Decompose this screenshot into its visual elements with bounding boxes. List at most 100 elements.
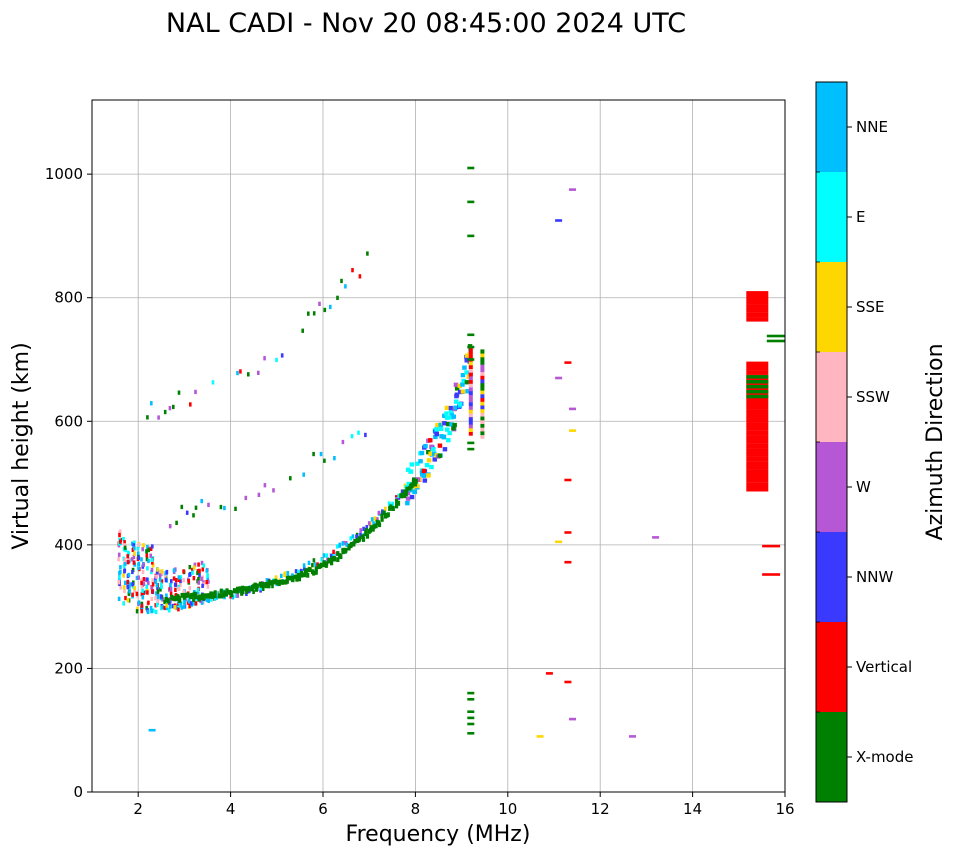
echo-point — [234, 593, 238, 598]
echo-point — [322, 553, 326, 558]
echo-point — [399, 493, 403, 499]
echo-point — [136, 551, 140, 556]
echo-point — [468, 398, 473, 403]
echo-point — [460, 382, 465, 387]
echo-point — [480, 408, 485, 413]
echo-point — [150, 596, 154, 601]
colorbar-segment — [816, 532, 847, 622]
echo-point — [629, 735, 636, 738]
echo-point — [746, 435, 769, 440]
echo-point — [149, 553, 152, 558]
echo-point — [294, 569, 298, 574]
echo-point — [219, 593, 224, 599]
echo-point — [415, 477, 421, 482]
echo-point — [155, 602, 159, 608]
echo-point — [333, 456, 336, 461]
echo-point — [155, 583, 159, 588]
echo-point — [449, 412, 454, 417]
echo-point — [174, 587, 177, 592]
echo-point — [746, 384, 769, 389]
echo-point — [232, 588, 237, 593]
echo-point — [413, 481, 418, 487]
echo-point — [357, 430, 360, 435]
echo-point — [396, 500, 400, 506]
echo-point — [468, 364, 473, 369]
echo-point — [179, 578, 182, 584]
echo-point — [145, 577, 149, 582]
y-axis-label: Virtual height (km) — [9, 342, 34, 549]
echo-point — [236, 593, 239, 598]
echo-point — [746, 409, 769, 414]
echo-point — [388, 506, 392, 511]
echo-point — [391, 506, 395, 511]
echo-point — [746, 465, 769, 470]
echo-point — [223, 505, 226, 511]
echo-point — [141, 588, 144, 593]
echo-point — [545, 672, 553, 675]
echo-point — [132, 543, 135, 548]
echo-point — [299, 571, 304, 576]
echo-point — [151, 582, 155, 587]
echo-point — [424, 463, 430, 468]
echo-point — [160, 569, 164, 574]
echo-point — [297, 576, 301, 582]
echo-point — [480, 412, 485, 417]
echo-point — [124, 595, 127, 601]
echo-point — [324, 563, 328, 568]
echo-point — [448, 409, 454, 414]
echo-point — [365, 533, 370, 539]
echo-point — [197, 562, 200, 567]
echo-point — [146, 415, 149, 420]
echo-point — [569, 717, 576, 721]
echo-point — [154, 603, 157, 608]
echo-point — [380, 517, 384, 522]
echo-point — [150, 401, 153, 406]
echo-point — [330, 556, 334, 562]
echo-point — [464, 380, 470, 385]
echo-point — [468, 390, 473, 395]
echo-point — [189, 601, 193, 606]
echo-point — [468, 375, 473, 381]
echo-point — [254, 587, 259, 592]
echo-point — [191, 567, 194, 573]
echo-point — [467, 691, 475, 695]
echo-point — [168, 596, 172, 602]
echo-point — [454, 386, 460, 391]
echo-point — [347, 545, 351, 551]
colorbar-label: E — [856, 208, 865, 226]
axes-frame — [91, 99, 786, 793]
echo-point — [137, 555, 141, 560]
echo-point — [117, 552, 121, 557]
echo-point — [219, 588, 223, 594]
echo-point — [280, 353, 284, 358]
echo-point — [446, 422, 451, 427]
echo-point — [305, 568, 309, 573]
echo-point — [341, 549, 345, 555]
echo-point — [323, 307, 327, 313]
echo-point — [349, 536, 352, 541]
echo-point — [168, 604, 172, 609]
echo-point — [746, 394, 769, 399]
echo-point — [433, 434, 438, 440]
echo-point — [150, 567, 154, 573]
echo-point — [182, 589, 186, 594]
colorbar-label: Vertical — [856, 658, 912, 676]
echo-point — [746, 426, 769, 431]
echo-point — [117, 596, 121, 601]
echo-point — [118, 575, 121, 580]
echo-point — [444, 411, 449, 416]
echo-point — [422, 478, 428, 483]
echo-point — [259, 588, 262, 593]
echo-point — [569, 429, 576, 432]
echo-point — [211, 380, 215, 385]
echo-point — [165, 603, 168, 608]
echo-point — [415, 461, 420, 466]
echo-point — [159, 582, 163, 587]
echo-point — [132, 560, 136, 565]
echo-point — [746, 396, 769, 401]
echo-point — [140, 578, 143, 583]
echo-point — [238, 586, 242, 592]
echo-point — [285, 579, 289, 584]
echo-point — [219, 504, 223, 510]
echo-point — [467, 200, 475, 204]
